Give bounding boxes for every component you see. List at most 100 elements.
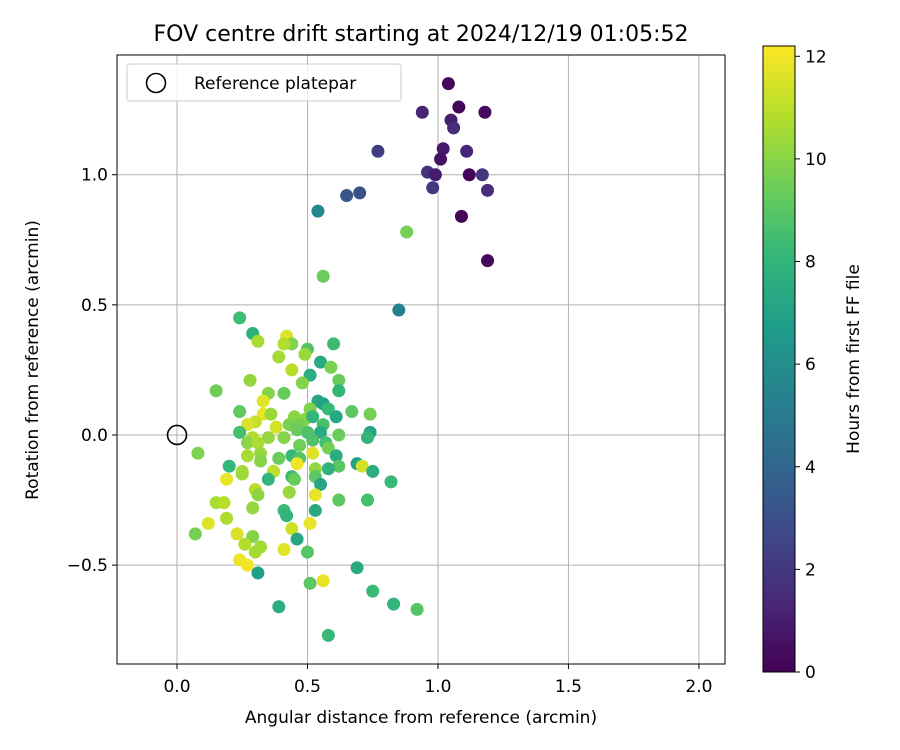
data-point — [481, 254, 495, 268]
x-axis-label: Angular distance from reference (arcmin) — [245, 708, 597, 728]
data-point — [332, 459, 346, 473]
data-point — [384, 475, 398, 489]
x-tick-label: 1.5 — [555, 677, 582, 697]
legend-box — [126, 63, 402, 102]
data-point — [371, 144, 385, 158]
colorbar: 0 2 4 6 8 10 12 Hours from first FF file — [762, 45, 864, 683]
data-point — [332, 428, 346, 442]
data-point — [447, 121, 461, 135]
data-point — [481, 183, 495, 197]
data-point — [277, 431, 291, 445]
data-point — [233, 311, 247, 325]
data-point — [285, 522, 299, 536]
data-point — [303, 576, 317, 590]
data-point — [201, 516, 215, 530]
colorbar-gradient — [762, 45, 796, 673]
data-point — [475, 168, 489, 182]
data-point — [220, 472, 234, 486]
data-point — [308, 488, 322, 502]
data-point — [321, 628, 335, 642]
data-point — [434, 152, 448, 166]
data-point — [314, 355, 328, 369]
data-point — [280, 509, 294, 523]
colorbar-tick-label: 4 — [805, 458, 816, 478]
data-point — [290, 532, 304, 546]
data-point — [251, 566, 265, 580]
data-point — [303, 516, 317, 530]
y-tick-label: 0.0 — [81, 426, 108, 446]
colorbar-tick-label: 8 — [805, 253, 816, 273]
data-point — [329, 410, 343, 424]
data-point — [251, 488, 265, 502]
x-axis-ticks: 0.0 0.5 1.0 1.5 2.0 — [163, 664, 712, 697]
data-point — [290, 423, 304, 437]
plot-area: 0.0 0.5 1.0 1.5 2.0 −0.5 0.0 0.5 1.0 — [67, 54, 726, 697]
colorbar-tick-label: 0 — [805, 663, 816, 683]
data-point — [251, 334, 265, 348]
data-point — [300, 545, 314, 559]
reference-point — [166, 424, 188, 446]
data-point — [261, 431, 275, 445]
data-point — [392, 303, 406, 317]
data-point — [436, 142, 450, 156]
data-point — [248, 545, 262, 559]
data-point — [285, 363, 299, 377]
data-point — [287, 472, 301, 486]
data-point — [327, 337, 341, 351]
data-point — [230, 527, 244, 541]
data-point — [243, 373, 257, 387]
data-point — [316, 269, 330, 283]
legend-entry-label: Reference platepar — [194, 74, 356, 94]
data-point — [306, 433, 320, 447]
data-point — [306, 446, 320, 460]
data-points — [188, 77, 495, 642]
legend-marker-open-circle — [145, 72, 167, 94]
data-point — [209, 384, 223, 398]
data-point — [235, 467, 249, 481]
data-point — [316, 574, 330, 588]
colorbar-ticks: 0 2 4 6 8 10 12 — [795, 47, 827, 683]
data-point — [277, 337, 291, 351]
data-point — [345, 405, 359, 419]
x-tick-label: 1.0 — [424, 677, 451, 697]
legend: Reference platepar — [126, 63, 402, 102]
data-point — [238, 537, 252, 551]
data-point — [240, 449, 254, 463]
data-point — [254, 454, 268, 468]
data-point — [188, 527, 202, 541]
data-point — [454, 209, 468, 223]
colorbar-tick-label: 12 — [805, 47, 827, 67]
plot-frame — [116, 54, 726, 665]
data-point — [387, 597, 401, 611]
data-point — [306, 410, 320, 424]
data-point — [217, 496, 231, 510]
data-point — [428, 168, 442, 182]
y-tick-label: 1.0 — [81, 166, 108, 186]
y-axis-label: Rotation from reference (arcmin) — [23, 220, 43, 500]
data-point — [272, 451, 286, 465]
data-point — [272, 600, 286, 614]
data-point — [478, 105, 492, 119]
data-point — [298, 347, 312, 361]
data-point — [340, 189, 354, 203]
x-tick-label: 2.0 — [685, 677, 712, 697]
data-point — [261, 472, 275, 486]
data-point — [277, 542, 291, 556]
data-point — [314, 477, 328, 491]
data-point — [220, 511, 234, 525]
data-point — [240, 436, 254, 450]
data-point — [269, 420, 283, 434]
data-point — [460, 144, 474, 158]
data-point — [332, 493, 346, 507]
data-point — [441, 77, 455, 91]
data-point — [240, 558, 254, 572]
colorbar-tick-label: 6 — [805, 355, 816, 375]
data-point — [233, 425, 247, 439]
data-point — [321, 462, 335, 476]
data-point — [277, 386, 291, 400]
data-point — [311, 204, 325, 218]
y-tick-label: 0.5 — [81, 296, 108, 316]
data-point — [282, 485, 296, 499]
data-point — [400, 225, 414, 239]
